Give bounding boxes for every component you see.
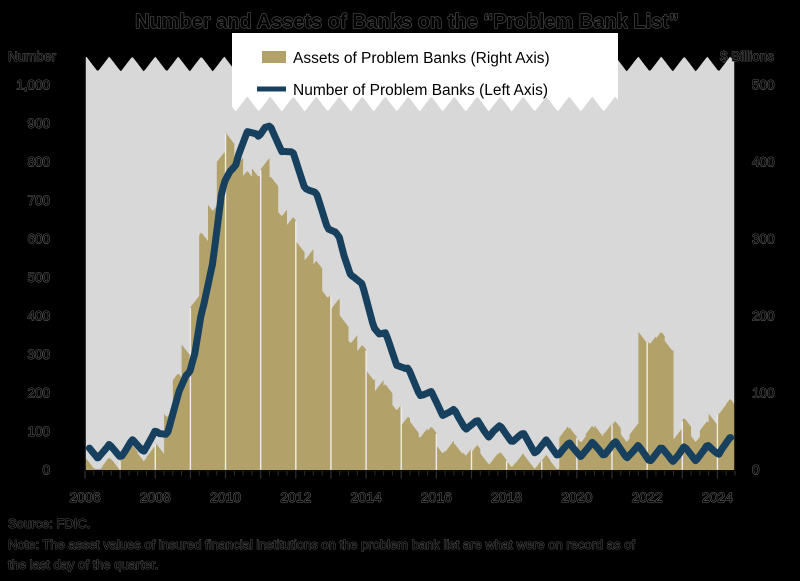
right-tick-label: 400 <box>752 155 775 170</box>
year-label: 2010 <box>210 489 241 505</box>
year-label: 2024 <box>702 489 733 505</box>
note-text-line1: Note: The asset values of insured financ… <box>8 537 635 552</box>
left-tick-label: 900 <box>27 116 50 131</box>
year-label: 2014 <box>351 489 382 505</box>
number-line-path <box>85 122 735 465</box>
left-tick-label: 800 <box>27 155 50 170</box>
left-tick-label: 700 <box>27 193 50 208</box>
right-tick-label: 0 <box>752 463 760 478</box>
chart-title: Number and Assets of Banks on the “Probl… <box>135 11 679 33</box>
left-tick-label: 600 <box>27 232 50 247</box>
number-line <box>85 122 735 465</box>
year-label: 2022 <box>632 489 663 505</box>
legend-box-background <box>232 33 618 112</box>
source-text: Source: FDIC. <box>8 516 90 531</box>
year-label: 2016 <box>421 489 452 505</box>
year-label: 2018 <box>491 489 522 505</box>
year-label: 2012 <box>280 489 311 505</box>
right-axis-tick-labels: 500 400 300 200 100 0 <box>751 77 775 478</box>
right-tick-label: 200 <box>752 309 775 324</box>
right-axis-title: $ Billions <box>720 49 774 64</box>
left-tick-label: 100 <box>27 424 50 439</box>
x-axis-year-labels: 2006 2008 2010 2012 2014 2016 2018 2020 2022 2024 <box>69 488 734 505</box>
left-tick-label: 200 <box>27 386 50 401</box>
left-tick-label: 500 <box>27 270 50 285</box>
left-tick-label: 300 <box>27 347 50 362</box>
legend-box <box>232 33 618 112</box>
left-tick-label: 1,000 <box>16 78 50 93</box>
left-tick-label: 400 <box>27 309 50 324</box>
legend-label-assets: Assets of Problem Banks (Right Axis) <box>293 50 550 67</box>
axes-and-ticks <box>84 56 736 479</box>
right-tick-label: 300 <box>752 232 775 247</box>
left-axis-title: Number <box>8 49 57 64</box>
year-label: 2008 <box>140 489 171 505</box>
legend-label-number: Number of Problem Banks (Left Axis) <box>293 82 548 99</box>
legend-bar-swatch-icon <box>262 51 286 63</box>
note-text-line2: the last day of the quarter. <box>8 557 158 572</box>
left-axis-tick-labels: 1,000 900 800 700 600 500 400 300 200 100 0 <box>16 77 51 478</box>
assets-bars <box>85 132 735 471</box>
year-label: 2020 <box>561 489 592 505</box>
right-tick-label: 100 <box>752 386 775 401</box>
year-label: 2006 <box>69 489 100 505</box>
assets-bars-path <box>85 132 735 471</box>
right-tick-label: 500 <box>752 78 775 93</box>
left-tick-label: 0 <box>42 463 50 478</box>
